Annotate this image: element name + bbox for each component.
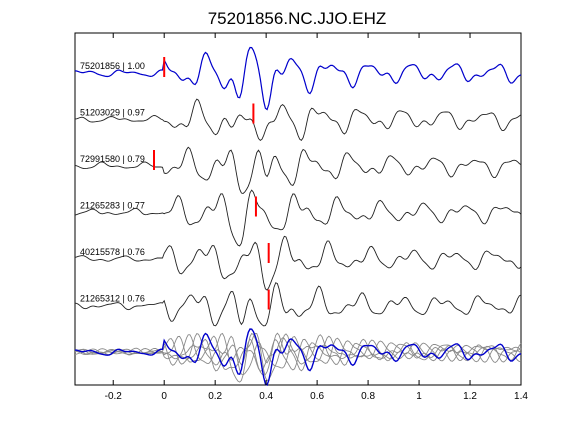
overlay-trace-line bbox=[75, 332, 522, 376]
axes-frame bbox=[74, 32, 522, 386]
trace-group: 75201856 | 1.00 51203029 | 0.97 72991580 |… bbox=[74, 46, 522, 327]
x-tick-label: 1.2 bbox=[463, 391, 477, 402]
overlay-trace-line bbox=[74, 333, 522, 372]
x-tick-label: 0.6 bbox=[310, 391, 324, 402]
trace-label: 75201856 | 1.00 bbox=[80, 61, 145, 71]
trace-line bbox=[74, 235, 522, 291]
trace-label: 40215578 | 0.76 bbox=[80, 247, 145, 257]
x-tick-label: -0.2 bbox=[105, 391, 123, 402]
trace-label: 21265283 | 0.77 bbox=[80, 201, 145, 211]
trace-line bbox=[74, 46, 522, 111]
overlay-stack bbox=[74, 328, 522, 386]
trace-line bbox=[74, 189, 522, 247]
trace-label: 51203029 | 0.97 bbox=[80, 108, 145, 118]
trace-line bbox=[74, 146, 522, 195]
trace-line bbox=[74, 282, 522, 327]
trace-line bbox=[74, 98, 522, 142]
x-tick-label: 1.4 bbox=[514, 391, 528, 402]
chart-title: 75201856.NC.JJO.EHZ bbox=[208, 9, 387, 28]
x-tick-label: 1 bbox=[416, 391, 422, 402]
overlay-trace-line bbox=[74, 334, 522, 376]
plot-area: 75201856 | 1.00 51203029 | 0.97 72991580 |… bbox=[74, 32, 528, 402]
trace-label: 72991580 | 0.79 bbox=[80, 154, 145, 164]
x-tick-label: 0.2 bbox=[208, 391, 222, 402]
x-tick-label: 0 bbox=[161, 391, 167, 402]
trace-label: 21265312 | 0.76 bbox=[80, 294, 145, 304]
x-tick-label: 0.4 bbox=[259, 391, 273, 402]
x-axis: -0.2 0 0.2 0.4 0.6 0.8 1 1.2 1.4 bbox=[105, 33, 528, 402]
x-tick-label: 0.8 bbox=[361, 391, 375, 402]
overlay-master-line bbox=[74, 328, 522, 386]
